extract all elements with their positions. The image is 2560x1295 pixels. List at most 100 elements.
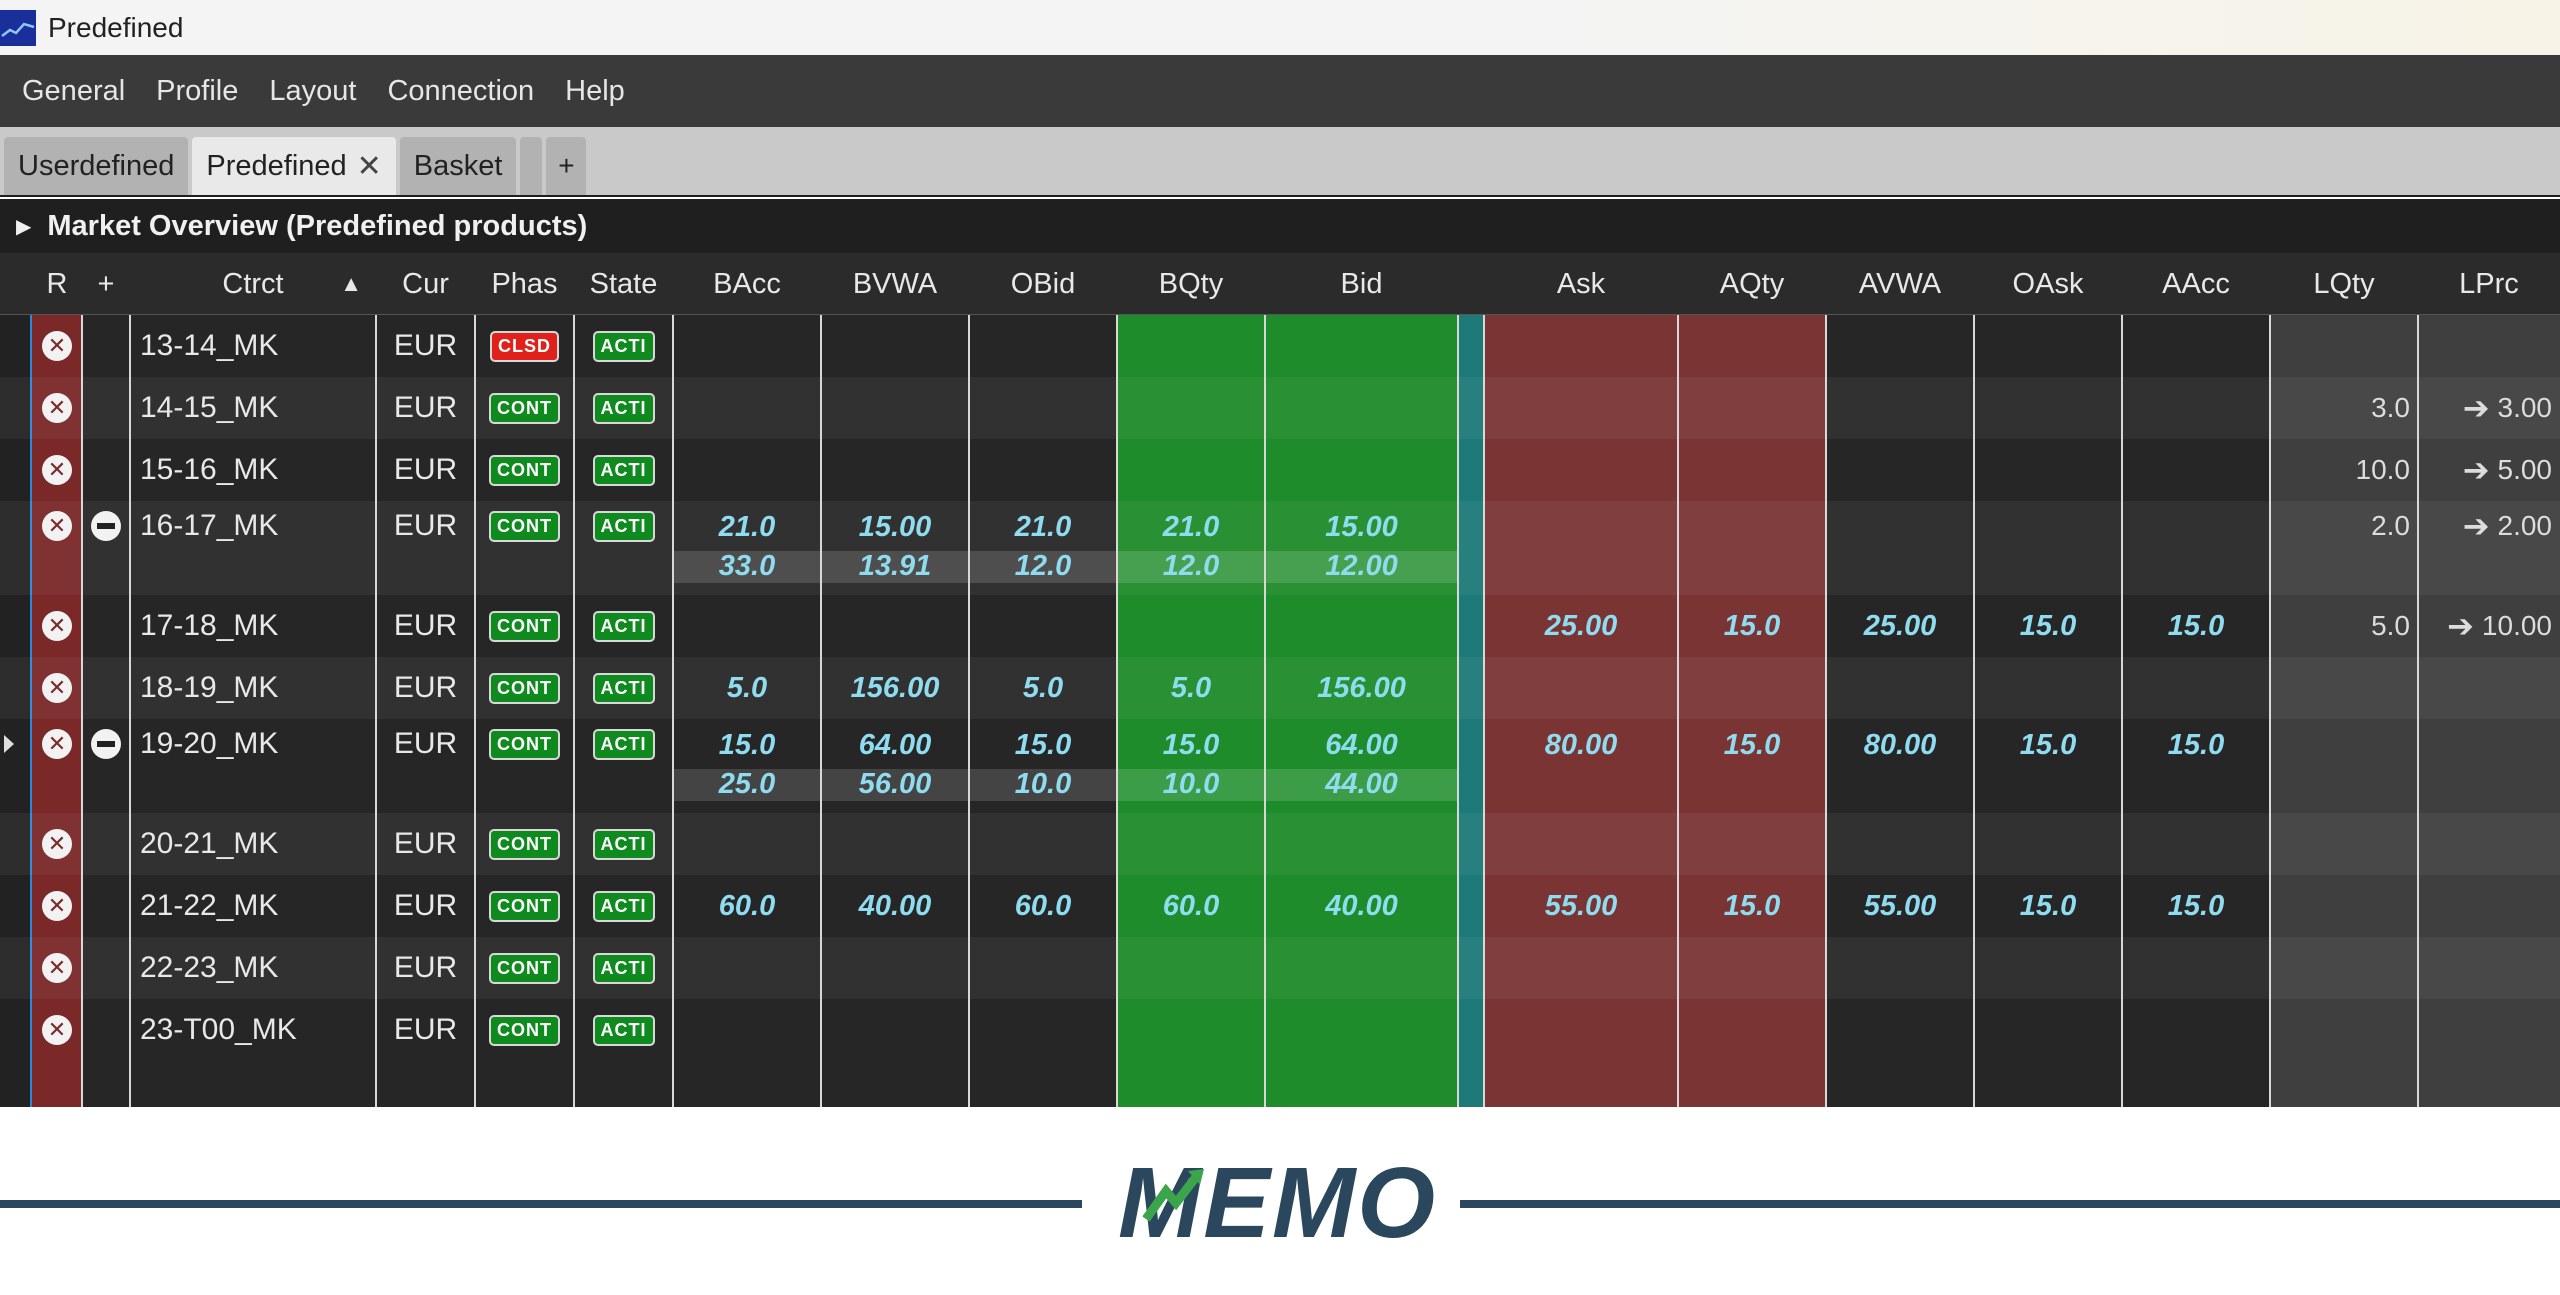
- table-row[interactable]: ✕ 16-17_MK EUR CONT ACTI 21.0 15.00 21.0 21.0 15.…: [0, 501, 2560, 595]
- column-header-add[interactable]: +: [82, 253, 130, 315]
- table-row[interactable]: ✕ 13-14_MK EUR CLSD ACTI: [0, 315, 2560, 377]
- obid-value: 21.0: [1014, 510, 1072, 543]
- remove-icon[interactable]: ✕: [42, 953, 72, 983]
- table-row[interactable]: ✕ 17-18_MK EUR CONT ACTI 25.00 15.0 25.00 15.0 15…: [0, 595, 2560, 657]
- tab-userdefined[interactable]: Userdefined: [4, 137, 189, 195]
- remove-icon[interactable]: ✕: [42, 673, 72, 703]
- remove-cell: ✕: [32, 595, 82, 657]
- remove-icon[interactable]: ✕: [42, 729, 72, 759]
- tab-basket[interactable]: Basket: [399, 137, 517, 195]
- currency: EUR: [393, 609, 458, 642]
- state-badge: ACTI: [592, 1014, 655, 1046]
- remove-icon[interactable]: ✕: [42, 611, 72, 641]
- currency: EUR: [393, 727, 458, 760]
- ask-value: 25.00: [1544, 609, 1618, 642]
- table-row[interactable]: ✕ 14-15_MK EUR CONT ACTI 3.0 ➔ 3.00: [0, 377, 2560, 439]
- column-header-cur[interactable]: Cur: [376, 253, 475, 315]
- menu-connection[interactable]: Connection: [387, 74, 535, 107]
- ask-column-bg: [1484, 315, 1826, 1107]
- contract-name: 17-18_MK: [140, 609, 279, 642]
- bqty-value: 60.0: [1162, 889, 1220, 922]
- window-title: Predefined: [48, 11, 184, 43]
- row-selected-indicator: [4, 735, 14, 753]
- remove-icon[interactable]: ✕: [42, 331, 72, 361]
- avwa-value: 55.00: [1863, 889, 1937, 922]
- obid-value: 15.0: [1014, 728, 1072, 761]
- table-row[interactable]: ✕ 18-19_MK EUR CONT ACTI 5.0 156.00 5.0 5.0 156.0…: [0, 657, 2560, 719]
- column-header-lprc[interactable]: LPrc: [2418, 253, 2560, 315]
- remove-cell: ✕: [32, 377, 82, 439]
- menu-general[interactable]: General: [22, 74, 126, 107]
- collapse-cell: [82, 501, 130, 551]
- column-header-ctrct[interactable]: Ctrct ▲: [130, 253, 376, 315]
- grid-left-border: [30, 253, 32, 1107]
- phase-badge: CONT: [489, 610, 560, 642]
- remove-icon[interactable]: ✕: [42, 455, 72, 485]
- remove-icon[interactable]: ✕: [42, 829, 72, 859]
- sort-ascending-icon[interactable]: ▲: [340, 271, 362, 296]
- bid-value: 12.00: [1325, 549, 1398, 582]
- table-row[interactable]: ✕ 22-23_MK EUR CONT ACTI: [0, 937, 2560, 999]
- column-header-aqty[interactable]: AQty: [1678, 253, 1826, 315]
- remove-icon[interactable]: ✕: [42, 1015, 72, 1045]
- column-header-r[interactable]: R: [32, 253, 82, 315]
- expand-triangle-icon[interactable]: ▶: [16, 215, 32, 238]
- collapse-icon[interactable]: [91, 729, 121, 759]
- column-header-label: OAsk: [2012, 267, 2084, 300]
- column-divider: [129, 315, 131, 1107]
- column-header-phas[interactable]: Phas: [475, 253, 574, 315]
- last-price-cell: ➔ 5.00: [2418, 439, 2560, 501]
- phase-badge: CONT: [489, 454, 560, 486]
- table-row[interactable]: ✕ 20-21_MK EUR CONT ACTI: [0, 813, 2560, 875]
- add-tab-button[interactable]: +: [546, 137, 587, 195]
- remove-icon[interactable]: ✕: [42, 891, 72, 921]
- currency: EUR: [393, 509, 458, 542]
- currency: EUR: [393, 827, 458, 860]
- tab-predefined[interactable]: Predefined ✕: [192, 137, 396, 195]
- bvwa-value: 64.00: [858, 728, 932, 761]
- column-header-bid[interactable]: Bid: [1265, 253, 1458, 315]
- state-cell: ACTI: [574, 719, 673, 769]
- column-header-bacc[interactable]: BAcc: [673, 253, 821, 315]
- contract-name: 19-20_MK: [140, 727, 279, 760]
- phase-cell: CONT: [475, 937, 574, 999]
- last-column-bg: [2270, 315, 2560, 1107]
- collapse-icon[interactable]: [91, 511, 121, 541]
- state-cell: ACTI: [574, 315, 673, 377]
- column-header-obid[interactable]: OBid: [969, 253, 1117, 315]
- column-header-bqty[interactable]: BQty: [1117, 253, 1265, 315]
- section-header[interactable]: ▶ Market Overview (Predefined products): [0, 199, 2560, 253]
- column-header-aacc[interactable]: AAcc: [2122, 253, 2270, 315]
- sub-row-band: [673, 551, 1458, 583]
- remove-icon[interactable]: ✕: [42, 393, 72, 423]
- bqty-value: 10.0: [1162, 767, 1220, 800]
- column-header-state[interactable]: State: [574, 253, 673, 315]
- column-header-label: AQty: [1719, 267, 1785, 300]
- table-row[interactable]: ✕ 19-20_MK EUR CONT ACTI 15.0 64.00 15.0 15.0 64.…: [0, 719, 2560, 813]
- close-icon[interactable]: ✕: [356, 149, 382, 183]
- menu-help[interactable]: Help: [565, 74, 625, 107]
- phase-cell: CONT: [475, 875, 574, 937]
- bid-value: 40.00: [1325, 889, 1398, 922]
- phase-badge: CONT: [489, 728, 560, 760]
- table-row[interactable]: ✕ 15-16_MK EUR CONT ACTI 10.0 ➔ 5.00: [0, 439, 2560, 501]
- table-row[interactable]: ✕ 23-T00_MK EUR CONT ACTI: [0, 999, 2560, 1061]
- menu-layout[interactable]: Layout: [269, 74, 357, 107]
- column-header-avwa[interactable]: AVWA: [1826, 253, 1974, 315]
- app-chart-icon: [0, 9, 36, 46]
- state-badge: ACTI: [592, 828, 655, 860]
- menu-profile[interactable]: Profile: [156, 74, 239, 107]
- bvwa-value: 56.00: [858, 767, 932, 800]
- table-row[interactable]: ✕ 21-22_MK EUR CONT ACTI 60.0 40.00 60.0 60.0 40.…: [0, 875, 2560, 937]
- column-divider: [1264, 315, 1266, 1107]
- last-qty-value: 3.0: [2371, 392, 2410, 423]
- tab-blank[interactable]: [520, 137, 543, 195]
- column-header-oask[interactable]: OAsk: [1974, 253, 2122, 315]
- column-header-ask[interactable]: Ask: [1484, 253, 1678, 315]
- column-header-lqty[interactable]: LQty: [2270, 253, 2418, 315]
- remove-icon[interactable]: ✕: [42, 511, 72, 541]
- bacc-value: 25.0: [718, 767, 776, 800]
- arrow-right-icon: ➔: [2462, 452, 2490, 488]
- state-cell: ACTI: [574, 595, 673, 657]
- column-header-bvwa[interactable]: BVWA: [821, 253, 969, 315]
